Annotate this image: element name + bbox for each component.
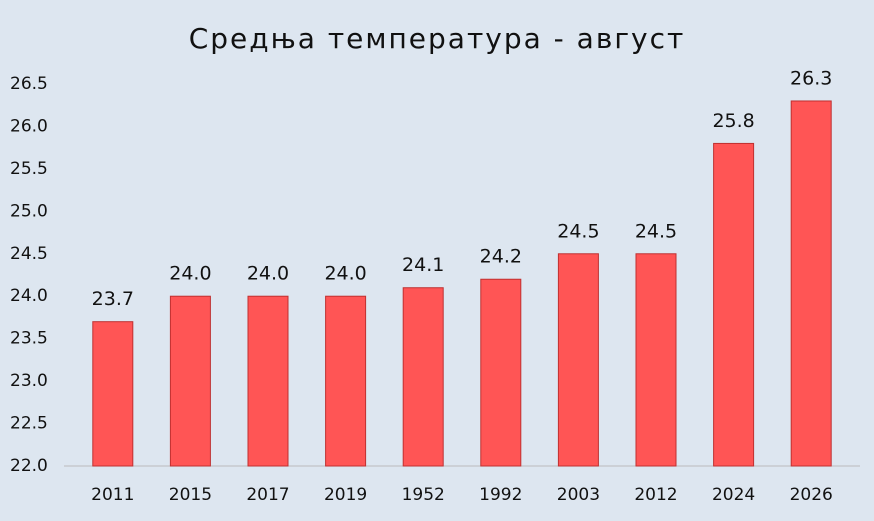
value-label: 23.7: [92, 288, 134, 310]
x-tick-label: 2012: [634, 485, 677, 505]
chart-title: Средња температура - август: [189, 22, 686, 55]
bar: [480, 278, 522, 467]
y-tick-label: 23.5: [10, 329, 48, 349]
value-label: 24.1: [402, 254, 444, 276]
value-label: 24.0: [324, 263, 366, 285]
value-label: 24.0: [247, 263, 289, 285]
x-tick-label: 2003: [557, 485, 600, 505]
y-tick-label: 26.5: [10, 74, 48, 94]
bar: [169, 295, 211, 467]
x-tick-label: 1952: [402, 485, 445, 505]
y-tick-label: 23.0: [10, 371, 48, 391]
x-tick-label: 2011: [91, 485, 134, 505]
bar: [557, 253, 599, 467]
value-label: 24.5: [557, 220, 599, 242]
x-tick-label: 1992: [479, 485, 522, 505]
bar: [402, 287, 444, 467]
x-tick-label: 2019: [324, 485, 367, 505]
x-tick-label: 2017: [246, 485, 289, 505]
value-label: 24.2: [480, 246, 522, 268]
value-label: 24.5: [635, 220, 677, 242]
y-tick-label: 24.5: [10, 244, 48, 264]
x-tick-label: 2026: [790, 485, 833, 505]
y-tick-label: 22.0: [10, 456, 48, 476]
y-tick-label: 22.5: [10, 414, 48, 434]
value-label: 26.3: [790, 67, 832, 89]
value-label: 25.8: [712, 110, 754, 132]
bar: [247, 295, 289, 467]
x-tick-label: 2015: [169, 485, 212, 505]
value-label: 24.0: [169, 263, 211, 285]
x-tick-label: 2024: [712, 485, 755, 505]
y-tick-label: 24.0: [10, 286, 48, 306]
y-tick-label: 26.0: [10, 116, 48, 136]
bar: [790, 100, 832, 467]
y-tick-label: 25.0: [10, 201, 48, 221]
bar: [713, 142, 755, 467]
y-tick-label: 25.5: [10, 159, 48, 179]
bar: [92, 321, 134, 467]
bar: [325, 295, 367, 467]
bar: [635, 253, 677, 467]
